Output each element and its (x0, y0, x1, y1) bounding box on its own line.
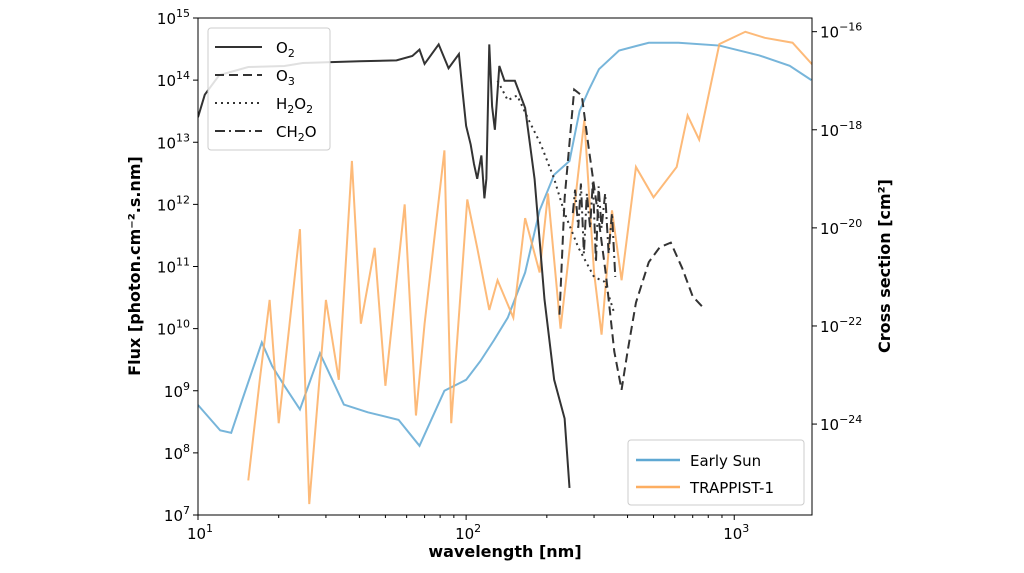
y-tick-label: 1010 (157, 318, 190, 339)
x-tick-label: 101 (187, 522, 213, 543)
legend-flux: Early Sun TRAPPIST-1 (627, 439, 805, 506)
cross-section-line-o3 (558, 87, 706, 390)
y2-tick-label: 10−24 (820, 413, 862, 434)
y-tick-label: 1011 (157, 256, 190, 277)
y2-tick-label: 10−16 (820, 21, 862, 42)
y-tick-label: 1015 (157, 7, 190, 28)
x-axis-label: wavelength [nm] (428, 542, 581, 561)
legend-label: TRAPPIST-1 (689, 479, 774, 497)
y-tick-label: 107 (164, 504, 190, 525)
legend-box (207, 27, 331, 151)
y-tick-label: 108 (164, 442, 190, 463)
y-axis-label: Flux [photon.cm⁻².s.nm] (125, 156, 144, 376)
x-tick-label: 103 (723, 522, 749, 543)
y2-axis-label: Cross section [cm²] (875, 179, 894, 353)
y2-tick-label: 10−18 (820, 119, 862, 140)
cross-section-line-o2 (198, 42, 571, 488)
legend-label: H2O2 (276, 95, 313, 116)
legend-label: O2 (276, 39, 295, 60)
y-tick-label: 1012 (157, 193, 190, 214)
y2-tick-label: 10−22 (820, 315, 862, 336)
legend-cross-sections: O2 O3 H2O2 CH2O (207, 27, 331, 151)
legend-label: CH2O (276, 123, 317, 144)
legend-label: Early Sun (690, 452, 761, 470)
legend-box (627, 439, 805, 506)
x-tick-label: 102 (455, 522, 481, 543)
flux-line-trappist-1 (247, 30, 812, 505)
y2-tick-label: 10−20 (820, 217, 862, 238)
legend-label: O3 (276, 67, 295, 88)
y-tick-label: 109 (164, 380, 190, 401)
y-tick-label: 1014 (157, 69, 190, 90)
y-tick-label: 1013 (157, 131, 190, 152)
